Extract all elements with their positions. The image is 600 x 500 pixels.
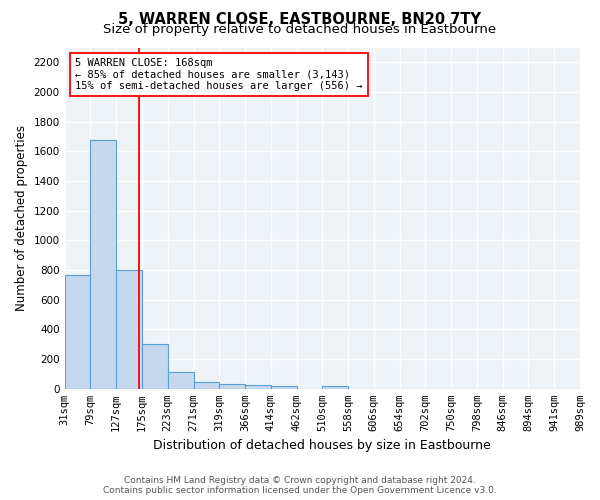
- Bar: [91, 140, 116, 389]
- Text: Contains HM Land Registry data © Crown copyright and database right 2024.
Contai: Contains HM Land Registry data © Crown c…: [103, 476, 497, 495]
- Bar: [245, 385, 271, 389]
- Bar: [322, 386, 348, 389]
- Bar: [116, 270, 142, 389]
- Bar: [168, 372, 193, 389]
- Text: 5 WARREN CLOSE: 168sqm
← 85% of detached houses are smaller (3,143)
15% of semi-: 5 WARREN CLOSE: 168sqm ← 85% of detached…: [75, 58, 362, 91]
- Text: Size of property relative to detached houses in Eastbourne: Size of property relative to detached ho…: [103, 24, 497, 36]
- Bar: [193, 382, 219, 389]
- X-axis label: Distribution of detached houses by size in Eastbourne: Distribution of detached houses by size …: [154, 440, 491, 452]
- Bar: [219, 384, 245, 389]
- Bar: [142, 344, 168, 389]
- Y-axis label: Number of detached properties: Number of detached properties: [15, 125, 28, 311]
- Text: 5, WARREN CLOSE, EASTBOURNE, BN20 7TY: 5, WARREN CLOSE, EASTBOURNE, BN20 7TY: [119, 12, 482, 28]
- Bar: [271, 386, 296, 389]
- Bar: [65, 274, 91, 389]
